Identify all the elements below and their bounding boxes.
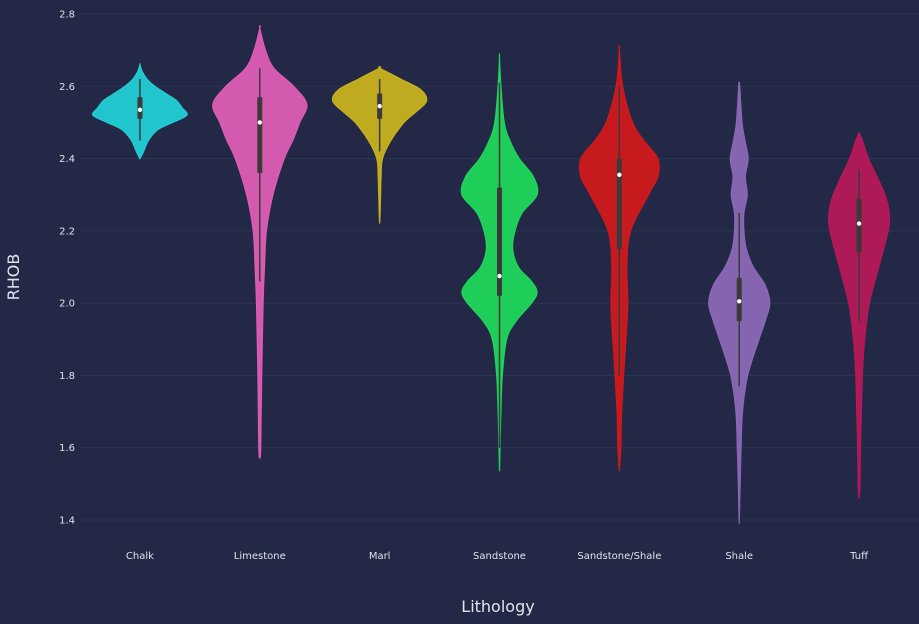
violin-chalk: [92, 63, 188, 160]
violin-sandstone: [460, 53, 539, 472]
x-tick-label: Chalk: [126, 551, 154, 562]
x-axis-label: Lithology: [461, 597, 534, 616]
x-tick-label: Tuff: [849, 551, 869, 562]
median-marker: [377, 103, 382, 109]
y-tick-labels: 1.4 1.6 1.8 2.0 2.2 2.4 2.6 2.8: [59, 10, 75, 527]
x-tick-label: Marl: [369, 551, 391, 562]
violin-tuff: [827, 131, 891, 499]
iqr-box: [257, 97, 263, 174]
x-tick-label: Sandstone/Shale: [577, 551, 661, 562]
y-tick-label: 1.4: [59, 516, 75, 527]
median-marker: [497, 273, 502, 279]
x-tick-labels: Chalk Limestone Marl Sandstone Sandstone/Sha…: [126, 551, 869, 562]
violin-limestone: [212, 25, 308, 459]
x-tick-label: Shale: [725, 551, 753, 562]
median-marker: [617, 172, 622, 178]
violins: [92, 25, 891, 524]
y-tick-label: 2.0: [59, 299, 75, 310]
median-marker: [257, 120, 262, 125]
violin-marl: [331, 66, 428, 224]
median-marker: [737, 299, 742, 304]
y-tick-label: 2.6: [59, 82, 75, 93]
iqr-box: [497, 187, 502, 296]
median-marker: [137, 107, 143, 112]
y-tick-label: 2.4: [59, 154, 75, 165]
y-tick-label: 1.6: [59, 443, 75, 454]
violin-shale: [708, 81, 771, 524]
violin-sandstone-shale: [578, 45, 660, 472]
y-tick-label: 1.8: [59, 371, 75, 382]
x-tick-label: Sandstone: [473, 551, 526, 562]
y-tick-label: 2.2: [59, 226, 75, 237]
iqr-box: [616, 158, 622, 249]
y-tick-label: 2.8: [59, 10, 75, 21]
y-axis-label: RHOB: [4, 254, 23, 301]
x-tick-label: Limestone: [234, 551, 286, 562]
median-marker: [856, 221, 862, 226]
